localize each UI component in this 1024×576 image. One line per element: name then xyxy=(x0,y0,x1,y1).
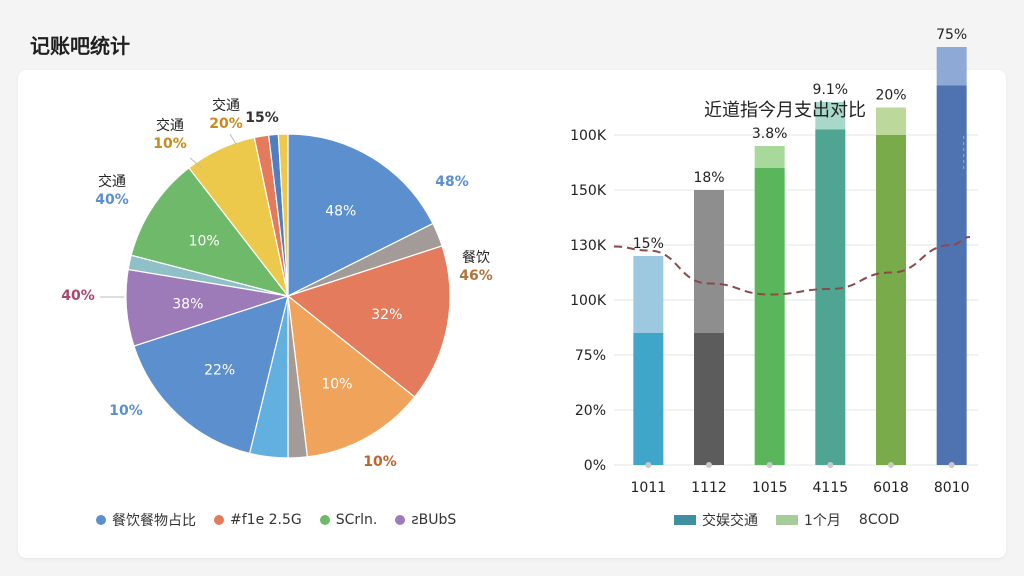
bar-base-dot xyxy=(766,462,773,468)
legend-label: SCrln. xyxy=(335,512,378,528)
bar-main-segment xyxy=(815,129,846,465)
pie-outer-value: 10% xyxy=(363,454,397,470)
bar-x-tick: 6018 xyxy=(873,480,909,496)
bar-y-tick: 0% xyxy=(584,458,606,474)
legend-label: 1个月 xyxy=(804,513,841,529)
bar-y-tick: 75% xyxy=(575,348,606,364)
bar-trend-line xyxy=(613,236,971,296)
bar-legend: 交娱交通 1个月 8COD xyxy=(674,510,899,530)
bar-value-label: 18% xyxy=(693,170,724,186)
bar-x-tick: 1112 xyxy=(691,480,727,496)
pie-slice-label: 10% xyxy=(189,234,220,250)
bar-base-dot xyxy=(827,462,834,468)
pie-legend-item: 餐饮餐物占比 xyxy=(96,510,196,530)
bar-main-segment xyxy=(694,333,724,465)
pie-outer-value: 48% xyxy=(435,174,469,190)
bar-top-segment xyxy=(694,190,724,333)
bar-value-label: 3.8% xyxy=(752,126,788,142)
bar-value-label: 75% xyxy=(936,27,967,43)
bar-y-tick: 130K xyxy=(570,238,607,254)
bar-x-tick: 8010 xyxy=(934,480,970,496)
bar-x-tick: 1015 xyxy=(752,480,788,496)
page-title: 记账吧统计 xyxy=(30,34,130,58)
legend-label: 餐饮餐物占比 xyxy=(112,513,196,529)
pie-slice xyxy=(286,245,451,398)
pie-legend: 餐饮餐物占比 #f1e 2.5G SCrln. ƨBUbS xyxy=(96,510,456,530)
pie-outer-category: 交通 xyxy=(212,97,240,114)
bar-legend-item: 交娱交通 xyxy=(674,510,758,530)
pie-slice-label: 38% xyxy=(172,297,203,313)
legend-label: ƨBUbS xyxy=(411,512,457,528)
bar-top-segment xyxy=(936,47,967,86)
pie-slice xyxy=(130,167,290,298)
legend-swatch xyxy=(776,515,798,525)
pie-outer-value: 40% xyxy=(61,288,95,304)
bar-legend-item: 1个月 xyxy=(776,510,841,530)
pie-legend-item: #f1e 2.5G xyxy=(214,512,302,528)
bar-value-label: 9.1% xyxy=(813,82,849,98)
bar-x-tick: 1011 xyxy=(631,480,667,496)
bar-x-tick: 4115 xyxy=(813,480,849,496)
pie-legend-item: SCrln. xyxy=(319,512,378,528)
legend-swatch xyxy=(214,515,224,525)
bar-main-segment xyxy=(936,85,967,465)
pie-leader-line xyxy=(229,133,237,145)
bar-y-tick: 100K xyxy=(570,128,607,144)
bar-top-segment xyxy=(633,256,664,333)
pie-slice-label: 48% xyxy=(325,204,356,220)
legend-label: 8COD xyxy=(858,512,900,528)
pie-slice-label: 22% xyxy=(204,363,235,379)
pie-outer-value: 10% xyxy=(109,403,143,419)
bar-value-label: 15% xyxy=(633,236,664,252)
pie-outer-value: 10% xyxy=(153,136,187,152)
bar-top-segment xyxy=(754,146,785,168)
pie-outer-value: 46% xyxy=(459,268,493,284)
pie-outer-category: 交通 xyxy=(156,117,184,134)
legend-swatch xyxy=(96,515,106,525)
bar-main-segment xyxy=(754,168,785,465)
bar-top-segment xyxy=(815,102,846,130)
bar-main-segment xyxy=(876,135,906,465)
pie-outer-value: 20% xyxy=(209,116,243,132)
legend-label: #f1e 2.5G xyxy=(230,512,302,528)
bar-y-tick: 150K xyxy=(570,183,607,199)
bar-legend-item: 8COD xyxy=(859,512,899,528)
bar-chart-title: 近道指今月支出对比 xyxy=(704,100,866,121)
bar-main-segment xyxy=(633,333,664,465)
legend-swatch xyxy=(395,515,406,525)
pie-legend-item: ƨBUbS xyxy=(395,512,456,528)
legend-label: 交娱交通 xyxy=(702,513,758,529)
legend-swatch xyxy=(319,515,330,525)
bar-top-segment xyxy=(876,107,906,135)
bar-base-dot xyxy=(948,462,955,468)
bar-value-label: 20% xyxy=(875,88,906,104)
pie-slice xyxy=(287,133,434,297)
pie-outer-value: 15% xyxy=(245,110,279,126)
bar-base-dot xyxy=(706,462,712,468)
bar-base-dot xyxy=(888,462,894,468)
pie-slice xyxy=(277,133,289,297)
pie-leader-line xyxy=(189,157,203,169)
pie-slice-label: 32% xyxy=(371,307,402,323)
bar-y-tick: 20% xyxy=(575,403,606,419)
bar-y-tick: 100K xyxy=(570,293,607,309)
pie-slice-label: 10% xyxy=(321,377,352,393)
pie-slice xyxy=(287,294,416,458)
pie-outer-value: 40% xyxy=(95,192,129,208)
bar-base-dot xyxy=(645,462,652,468)
pie-outer-category: 交通 xyxy=(98,173,126,190)
legend-swatch xyxy=(674,515,696,525)
pie-slice xyxy=(133,295,289,455)
pie-outer-category: 餐饮 xyxy=(462,250,490,266)
